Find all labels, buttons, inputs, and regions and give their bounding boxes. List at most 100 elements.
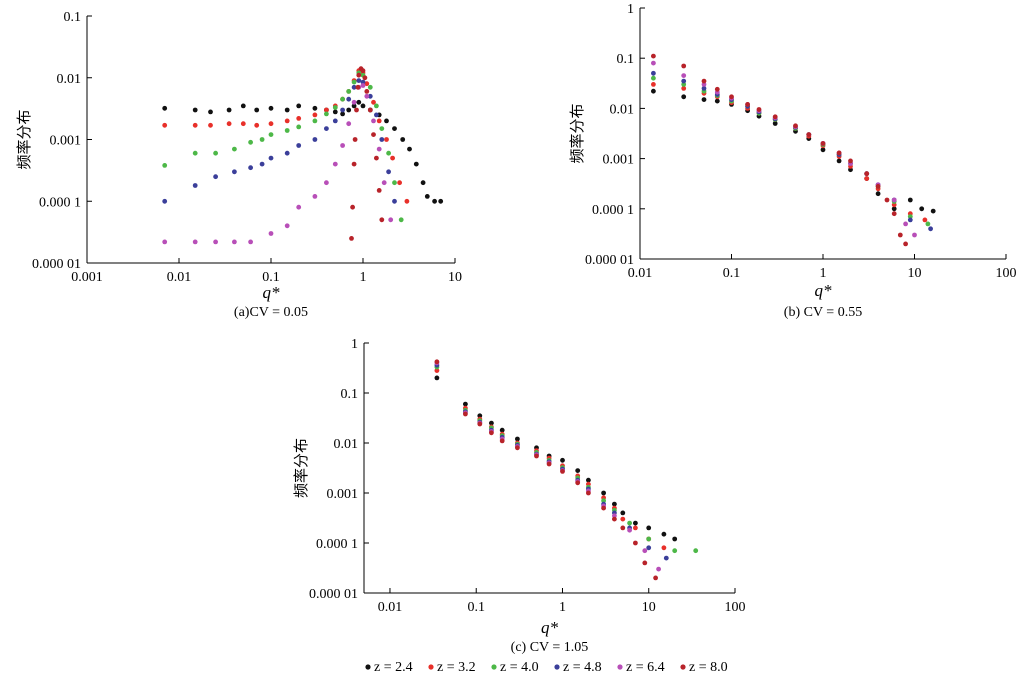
data-point — [701, 97, 707, 102]
data-point — [346, 121, 352, 127]
data-point — [346, 96, 352, 102]
legend-label: z = 6.4 — [626, 660, 665, 675]
x-tick-label: 0.01 — [167, 270, 192, 285]
data-point — [477, 413, 483, 419]
y-tick-label: 0.000 1 — [39, 195, 81, 210]
data-point — [312, 118, 318, 124]
data-point — [642, 560, 648, 566]
data-point — [332, 109, 338, 115]
y-tick-label: 0.1 — [617, 52, 635, 67]
data-point — [477, 421, 483, 427]
data-point — [232, 169, 237, 175]
data-point — [340, 107, 345, 113]
legend: z = 2.4 z = 3.2 z = 4.0 z = 4.8 z = 6.4 z = 8… — [365, 660, 728, 675]
data-point — [651, 70, 656, 76]
data-point — [407, 146, 412, 152]
y-axis-label: 频率分布 — [568, 103, 586, 163]
data-point — [332, 161, 338, 167]
data-point — [651, 53, 656, 59]
data-point — [354, 107, 359, 113]
data-point — [601, 505, 606, 511]
y-tick-label: 0.001 — [327, 487, 359, 502]
data-point — [820, 147, 826, 153]
data-point — [397, 180, 402, 186]
data-point — [254, 107, 260, 113]
data-point — [534, 453, 539, 459]
y-tick-label: 0.000 01 — [585, 253, 634, 268]
data-point — [226, 107, 232, 113]
data-point — [413, 161, 419, 167]
data-point — [772, 114, 778, 120]
y-tick-label: 1 — [351, 337, 358, 352]
data-point — [907, 217, 913, 223]
data-point — [434, 368, 440, 373]
data-point — [681, 94, 687, 100]
y-tick-label: 0.000 1 — [316, 537, 358, 552]
data-point — [575, 480, 581, 486]
data-point — [633, 520, 638, 526]
data-point — [213, 239, 219, 245]
data-point — [612, 513, 617, 519]
data-point — [284, 128, 290, 133]
data-point — [162, 122, 168, 128]
y-tick-label: 0.01 — [610, 102, 635, 117]
data-point — [891, 206, 897, 212]
data-point — [374, 155, 379, 161]
data-point — [651, 88, 656, 94]
data-point — [546, 461, 552, 467]
data-point — [601, 490, 606, 496]
data-point — [701, 78, 707, 84]
data-point — [642, 548, 648, 554]
panel-caption: (b) CV = 0.55 — [784, 305, 862, 320]
legend-marker — [617, 664, 623, 670]
data-point — [848, 167, 853, 173]
data-point — [392, 126, 397, 131]
data-point — [296, 143, 302, 148]
data-point — [340, 111, 345, 117]
data-point — [367, 93, 373, 99]
data-point — [864, 171, 870, 177]
data-point — [633, 525, 638, 531]
data-point — [364, 93, 370, 99]
data-point — [376, 188, 382, 193]
data-point — [745, 102, 750, 107]
data-point — [653, 575, 658, 581]
data-point — [672, 548, 678, 554]
data-point — [386, 150, 391, 156]
data-point — [284, 107, 290, 113]
data-point — [284, 118, 290, 124]
data-point — [360, 83, 366, 88]
data-point — [376, 118, 382, 124]
data-point — [367, 84, 373, 90]
data-point — [848, 158, 853, 164]
data-point — [248, 165, 254, 171]
data-point — [432, 198, 437, 204]
data-point — [360, 79, 366, 85]
data-point — [351, 79, 357, 85]
data-point — [268, 121, 274, 127]
data-point — [192, 150, 198, 156]
data-point — [312, 112, 318, 118]
data-point — [903, 221, 908, 227]
data-point — [756, 107, 762, 112]
legend-label: z = 3.2 — [437, 660, 476, 675]
data-point — [162, 163, 168, 168]
data-point — [499, 427, 505, 433]
data-point — [875, 191, 881, 197]
data-point — [364, 89, 370, 94]
data-point — [208, 122, 213, 128]
y-tick-label: 0.01 — [334, 437, 359, 452]
data-point — [701, 86, 707, 91]
data-point — [346, 107, 352, 113]
data-point — [463, 401, 468, 407]
x-axis-label: q* — [541, 618, 559, 637]
data-point — [930, 208, 936, 214]
data-point — [586, 490, 591, 496]
data-point — [208, 109, 213, 115]
legend-label: z = 2.4 — [374, 660, 413, 675]
data-point — [312, 194, 318, 199]
data-point — [356, 99, 362, 105]
data-point — [398, 217, 404, 223]
data-point — [515, 436, 520, 442]
data-point — [907, 197, 913, 203]
